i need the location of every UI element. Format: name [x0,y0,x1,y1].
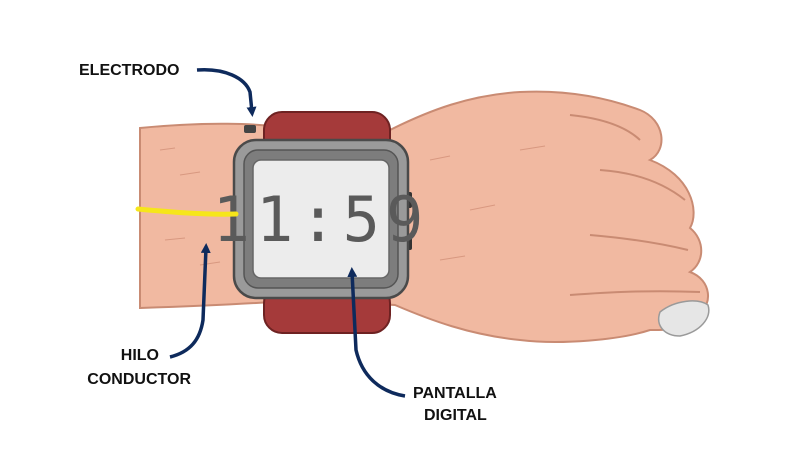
label-screen-line2: DIGITAL [424,407,487,424]
electrode-mark [244,125,256,133]
thumbnail [658,300,710,337]
label-screen-line1: PANTALLA [413,385,497,402]
arrow-screen [347,267,406,398]
finger-line-1 [569,114,641,141]
conductive-wire [135,206,239,217]
watch-screen [252,159,390,279]
arm-shading [159,145,546,266]
arrow-electrode [196,68,257,117]
label-electrode: ELECTRODO [79,62,179,79]
arrow-wire [169,243,211,359]
finger-line-4 [569,290,701,296]
finger-line-2 [599,169,686,201]
label-wire-line1: HILO [121,347,159,364]
watch-time-display: 11:59 [213,183,430,256]
label-wire-line2: CONDUCTOR [87,371,191,388]
finger-line-3 [589,234,689,251]
